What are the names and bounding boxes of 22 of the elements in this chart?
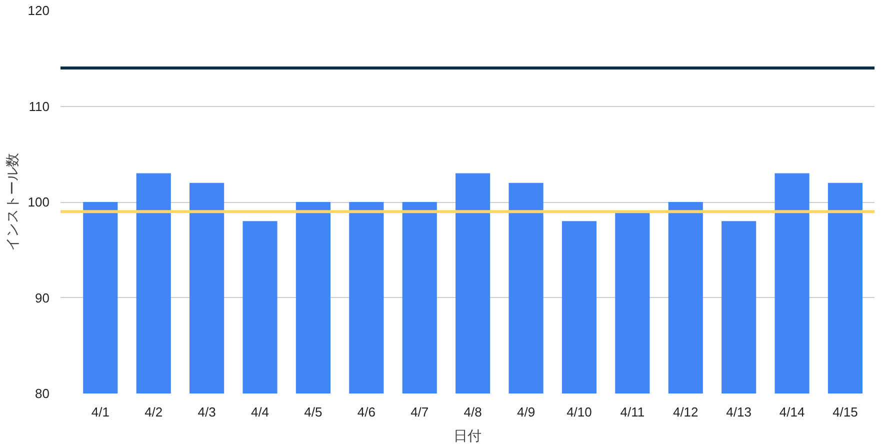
x-tick-label: 4/2 — [144, 404, 163, 420]
x-tick-label: 4/3 — [198, 404, 216, 420]
y-axis-title: インストール数 — [4, 153, 20, 251]
x-tick-label: 4/4 — [250, 404, 270, 420]
x-axis-title: 日付 — [454, 428, 482, 444]
x-tick-label: 4/15 — [832, 404, 858, 420]
x-tick-label: 4/11 — [620, 404, 645, 420]
y-tick-label: 80 — [35, 386, 50, 401]
x-tick-label: 4/5 — [304, 404, 322, 420]
x-tick-label: 4/7 — [410, 404, 429, 420]
x-tick-label: 4/1 — [91, 404, 110, 420]
x-tick-label: 4/12 — [672, 404, 698, 420]
y-tick-label: 120 — [28, 3, 50, 18]
y-tick-label: 110 — [28, 98, 50, 114]
x-tick-label: 4/13 — [726, 404, 752, 420]
y-tick-label: 100 — [28, 194, 50, 210]
x-tick-label: 4/14 — [779, 404, 805, 420]
x-tick-label: 4/10 — [566, 404, 592, 420]
y-tick-label: 90 — [35, 290, 50, 306]
x-tick-label: 4/6 — [357, 404, 376, 420]
x-tick-label: 4/8 — [464, 404, 482, 420]
x-tick-label: 4/9 — [516, 404, 536, 420]
